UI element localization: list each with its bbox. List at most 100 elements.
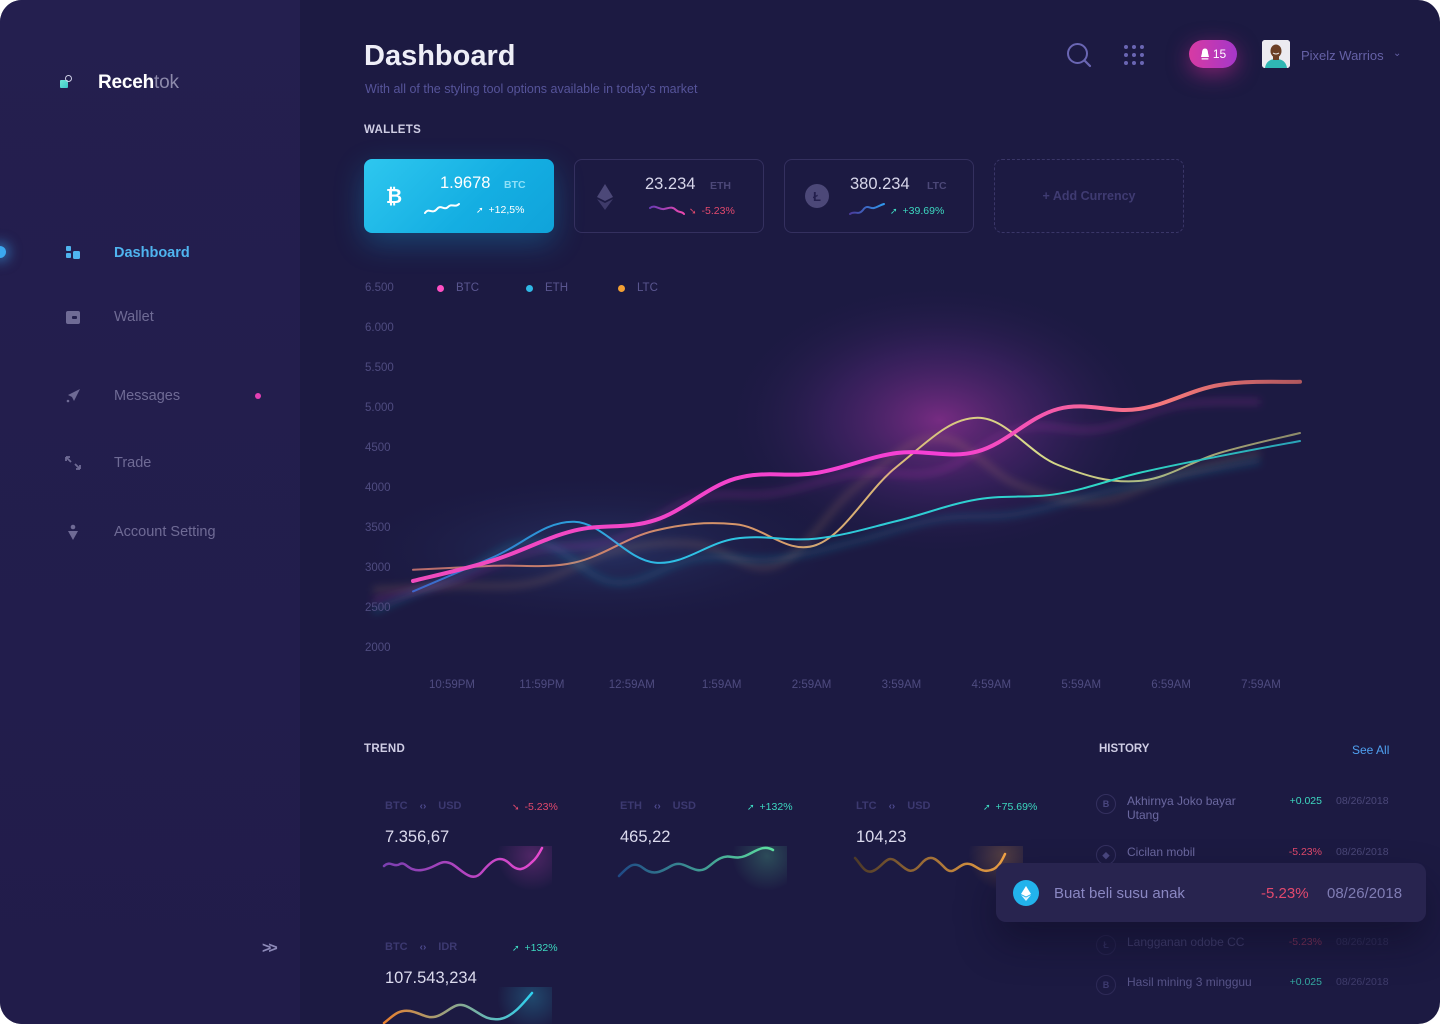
page-title: Dashboard: [364, 40, 516, 72]
wallet-card-btc[interactable]: ₿ 1.9678 BTC ➚ +12,5%: [364, 159, 554, 233]
trend-card-btc-idr[interactable]: BTC ‹› IDR ➚ +132% 107.543,234: [364, 927, 594, 1024]
avatar[interactable]: [1262, 40, 1290, 68]
arrow-up-right-icon: ➚: [890, 206, 898, 216]
wallet-change: ➚ +12,5%: [476, 204, 525, 216]
logo-icon: [60, 75, 74, 91]
trend-card-ltc-usd[interactable]: LTC ‹› USD ➚ +75.69% 104,23: [835, 786, 1065, 896]
wallet-card-ltc[interactable]: Ł 380.234 LTC ➚ +39.69%: [784, 159, 974, 233]
sidebar-item-messages[interactable]: Messages: [64, 384, 180, 408]
sidebar-item-label: Dashboard: [114, 245, 190, 261]
wallet-amount: 1.9678: [440, 174, 491, 192]
page-subtitle: With all of the styling tool options ava…: [365, 82, 698, 96]
history-item[interactable]: B Hasil mining 3 mingguu +0.025 08/26/20…: [1096, 975, 1406, 1005]
ethereum-icon: [593, 184, 617, 210]
unread-dot: [255, 393, 261, 399]
history-date: 08/26/2018: [1336, 936, 1389, 948]
y-tick-label: 4500: [365, 442, 391, 454]
wallet-card-eth[interactable]: 23.234 ETH ➘ -5.23%: [574, 159, 764, 233]
apps-grid-icon[interactable]: [1124, 45, 1144, 65]
legend-btc[interactable]: BTC: [437, 282, 479, 294]
arrow-up-right-icon: ➚: [476, 205, 484, 215]
arrow-up-right-icon: ➚: [747, 802, 755, 812]
trend-change: ➚ +132%: [747, 801, 793, 813]
trend-to: USD: [907, 800, 931, 812]
search-icon[interactable]: [1066, 42, 1092, 68]
trend-sparkline: [617, 846, 787, 891]
series-line-btc[interactable]: [411, 379, 1302, 583]
legend-eth[interactable]: ETH: [526, 282, 568, 294]
sidebar-item-label: Messages: [114, 388, 181, 404]
collapse-sidebar-button[interactable]: >>: [262, 940, 278, 957]
history-item[interactable]: Ł Langganan odobe CC -5.23% 08/26/2018: [1096, 935, 1406, 965]
trend-to: USD: [438, 800, 462, 812]
history-amount: -5.23%: [1288, 846, 1322, 858]
logo[interactable]: Recehtok: [60, 72, 179, 94]
add-currency-button[interactable]: + Add Currency: [994, 159, 1184, 233]
history-amount: +0.025: [1289, 976, 1322, 988]
litecoin-icon: Ł: [1096, 935, 1116, 955]
sidebar-item-label: Account Setting: [114, 524, 216, 540]
y-tick-label: 5.000: [365, 402, 394, 414]
ethereum-icon: ◆: [1096, 845, 1116, 865]
trend-card-btc-usd[interactable]: BTC ‹› USD ➘ -5.23% 7.356,67: [364, 786, 594, 896]
x-tick-label: 3:59AM: [881, 679, 922, 691]
arrow-up-right-icon: ➚: [512, 943, 520, 953]
user-name[interactable]: Pixelz Warrios: [1301, 48, 1384, 63]
trend-from: BTC: [385, 941, 408, 953]
x-tick-label: 11:59PM: [519, 679, 565, 691]
trend-label: TREND: [364, 743, 406, 755]
sidebar-item-wallet[interactable]: Wallet: [64, 305, 154, 329]
history-item[interactable]: B Akhirnya Joko bayar Utang +0.025 08/26…: [1096, 794, 1406, 824]
trend-value: 7.356,67: [385, 828, 450, 846]
y-tick-label: 4000: [365, 482, 391, 494]
swap-icon: ‹›: [888, 800, 896, 812]
swap-icon: ‹›: [419, 800, 427, 812]
notifications-button[interactable]: 15: [1189, 40, 1237, 68]
x-tick-label: 2:59AM: [791, 679, 832, 691]
y-tick-label: 3500: [365, 522, 391, 534]
legend-ltc[interactable]: LTC: [618, 282, 658, 294]
wallet-change: ➘ -5.23%: [689, 205, 735, 217]
wallet-currency: ETH: [710, 180, 731, 192]
history-amount: -5.23%: [1261, 885, 1309, 902]
arrow-down-left-icon: ➘: [512, 802, 520, 812]
wallet-sparkline: [849, 203, 885, 215]
trend-to: IDR: [438, 941, 458, 953]
history-item[interactable]: ◆ Cicilan mobil -5.23% 08/26/2018: [1096, 845, 1406, 875]
series-glow-btc: [372, 398, 1261, 604]
wallet-currency: LTC: [927, 180, 947, 192]
history-item-highlighted[interactable]: Buat beli susu anak -5.23% 08/26/2018: [996, 863, 1426, 922]
see-all-link[interactable]: See All: [1352, 743, 1390, 757]
x-tick-label: 6:59AM: [1151, 679, 1191, 691]
sidebar-item-dashboard[interactable]: Dashboard: [64, 241, 190, 265]
series-glow-ltc: [372, 434, 1261, 593]
x-tick-label: 1:59AM: [701, 679, 742, 691]
sidebar-item-label: Wallet: [114, 309, 154, 325]
history-amount: +0.025: [1289, 795, 1322, 807]
wallet-sparkline: [649, 205, 685, 215]
history-title: Akhirnya Joko bayar Utang: [1127, 794, 1236, 822]
trend-pair: LTC ‹› USD: [856, 800, 930, 812]
history-date: 08/26/2018: [1327, 885, 1403, 902]
series-line-eth[interactable]: [412, 440, 1301, 593]
series-glow-eth: [371, 458, 1261, 615]
active-nav-indicator: [0, 246, 6, 258]
trend-value: 465,22: [620, 828, 671, 846]
chevron-down-icon[interactable]: ⌄: [1393, 48, 1402, 59]
send-icon: [64, 387, 82, 405]
y-tick-label: 3000: [365, 562, 391, 574]
sidebar-item-account-setting[interactable]: Account Setting: [64, 520, 216, 544]
history-date: 08/26/2018: [1336, 846, 1389, 858]
trend-sparkline: [382, 846, 552, 891]
legend-dot: [618, 284, 625, 292]
history-label: HISTORY: [1099, 743, 1150, 755]
history-title: Buat beli susu anak: [1054, 885, 1185, 902]
trend-card-eth-usd[interactable]: ETH ‹› USD ➚ +132% 465,22: [599, 786, 829, 896]
person-icon: [64, 523, 82, 541]
history-title: Cicilan mobil: [1127, 845, 1196, 859]
trend-change: ➚ +75.69%: [983, 801, 1038, 813]
bitcoin-icon: ₿: [385, 183, 403, 208]
sidebar-item-trade[interactable]: Trade: [64, 451, 151, 475]
history-date: 08/26/2018: [1336, 795, 1389, 807]
